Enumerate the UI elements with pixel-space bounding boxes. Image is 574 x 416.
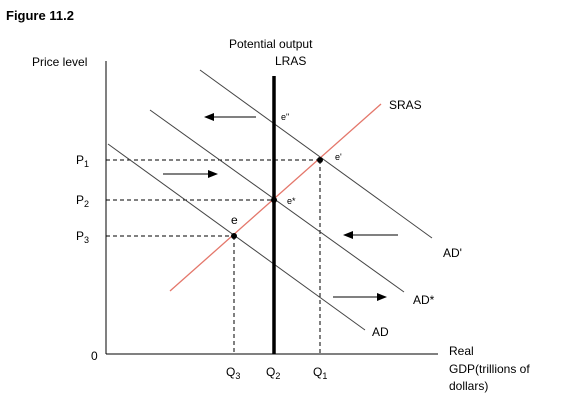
ad-star-curve [149, 109, 405, 293]
equilibrium-e-label: e [231, 213, 238, 227]
lras-label-line2: LRAS [275, 54, 306, 68]
y-axis-label: Price level [32, 55, 87, 69]
figure-title: Figure 11.2 [6, 8, 74, 23]
q2-subscript: 2 [275, 371, 280, 381]
equilibrium-e-star-dot [271, 197, 277, 203]
p1-label: P1 [76, 153, 89, 169]
q3-label: Q3 [226, 365, 240, 381]
p2-subscript: 2 [84, 199, 89, 209]
p1-subscript: 1 [84, 159, 89, 169]
q1-label: Q1 [313, 365, 327, 381]
equilibrium-e-double-prime-label: e" [281, 112, 289, 122]
equilibrium-e-star-label: e* [287, 196, 296, 206]
lras-label-line1: Potential output [229, 37, 313, 51]
p1-letter: P [76, 153, 84, 167]
p3-label: P3 [76, 229, 89, 245]
equilibrium-e-dot [231, 233, 237, 239]
equilibrium-e-prime-label: e' [335, 152, 342, 162]
equilibrium-e-prime-dot [317, 157, 323, 163]
ad-label: AD [372, 325, 389, 339]
p2-label: P2 [76, 193, 89, 209]
ad-prime-curve [199, 69, 433, 239]
p3-letter: P [76, 229, 84, 243]
origin-label: 0 [91, 349, 98, 363]
q2-letter: Q [266, 365, 275, 379]
p3-subscript: 3 [84, 235, 89, 245]
q3-letter: Q [226, 365, 235, 379]
sras-label: SRAS [389, 98, 422, 112]
q1-letter: Q [313, 365, 322, 379]
ad-prime-label: AD' [443, 246, 462, 260]
q3-subscript: 3 [235, 371, 240, 381]
q1-subscript: 1 [322, 371, 327, 381]
x-axis-label-line1: Real [449, 344, 474, 358]
x-axis-label-line2: GDP(trillions of [449, 362, 530, 376]
dashed-guides [106, 159, 321, 354]
p2-letter: P [76, 193, 84, 207]
ad-star-label: AD* [413, 293, 435, 307]
q2-label: Q2 [266, 365, 280, 381]
x-axis-label-line3: dollars) [449, 379, 488, 393]
